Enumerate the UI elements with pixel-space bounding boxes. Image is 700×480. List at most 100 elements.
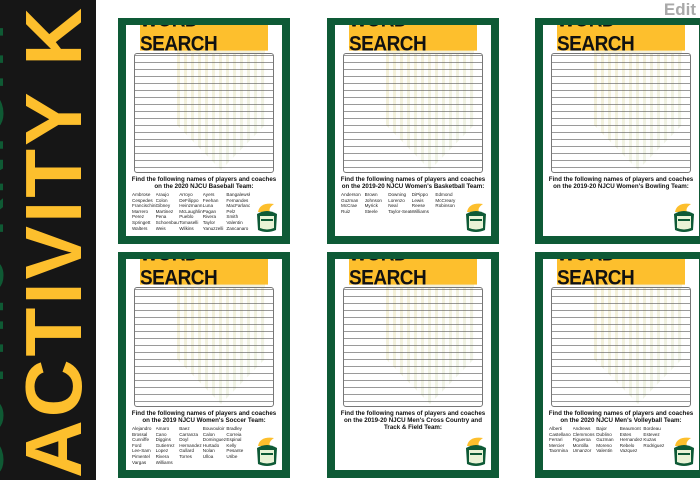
name-item: Vazquez: [619, 448, 638, 454]
name-item: Araujo: [155, 192, 169, 197]
banner-title: ACTIVITY KIT: [9, 0, 96, 478]
card-footer: Find the following names of players and …: [547, 176, 695, 192]
word-search-card[interactable]: WORD SEARCH Find the following names of …: [327, 18, 499, 244]
knight-logo-icon: [671, 436, 697, 468]
word-search-card[interactable]: WORD SEARCH Find the following names of …: [118, 18, 290, 244]
name-item: Rodriguez: [643, 442, 665, 448]
name-item: Bouvouloir: [202, 426, 225, 431]
card-title: WORD SEARCH: [557, 25, 685, 56]
name-item: Pelz: [226, 208, 236, 214]
name-item: Tomaselli: [179, 219, 199, 225]
name-item: DeFilippo: [179, 197, 199, 203]
name-item: Bordeau: [643, 426, 661, 431]
name-item: Rebelo: [619, 442, 635, 448]
name-item: Pimentel: [132, 453, 150, 459]
name-item: Correia: [226, 431, 242, 437]
name-item: Uribe: [226, 453, 238, 459]
name-item: Ayers: [202, 192, 215, 197]
knight-logo-icon: [671, 202, 697, 234]
name-item: Castellano: [549, 431, 571, 437]
card-title: WORD SEARCH: [349, 259, 477, 290]
name-list: Anderson Brown Downing DiPippo Edmond Guzman J…: [341, 192, 459, 214]
name-item: Springett: [132, 219, 151, 225]
name-item: Carranza: [179, 431, 199, 437]
word-search-card[interactable]: WORD SEARCH Find the following names of …: [327, 252, 499, 478]
activity-kit-banner: GOTHIC KNIGHT ACTIVITY KIT: [0, 0, 96, 480]
name-item: Moreno: [596, 442, 612, 448]
name-item: MacFarland: [226, 203, 250, 209]
name-item: Ferrari: [549, 437, 563, 443]
word-search-card[interactable]: WORD SEARCH Find the following names of …: [535, 18, 700, 244]
letter-grid: [551, 53, 691, 173]
name-item: Nolan: [202, 448, 215, 454]
name-item: McCrae: [341, 203, 358, 209]
name-item: Vargas: [132, 459, 147, 465]
card-footer: Find the following names of players and …: [130, 176, 278, 231]
name-item: McLaughlin: [179, 208, 203, 214]
name-item: Estevez: [643, 431, 660, 437]
card-caption: Find the following names of players and …: [548, 176, 694, 190]
name-item: Mercier: [549, 442, 565, 448]
name-item: Andrews: [572, 426, 591, 431]
name-item: Arroyo: [179, 192, 193, 197]
name-item: Lewis: [411, 197, 424, 203]
word-search-card[interactable]: WORD SEARCH Find the following names of …: [118, 252, 290, 478]
card-caption: Find the following names of players and …: [340, 410, 486, 431]
name-item: Gibney: [155, 203, 171, 209]
name-item: Baez: [179, 426, 190, 431]
name-item: Guzman: [596, 437, 614, 443]
knight-logo-icon: [254, 436, 280, 468]
name-list: Ambrose Araujo Arroyo Ayers Bangalewski Cespe…: [132, 192, 250, 231]
name-item: Bangalewski: [226, 192, 250, 197]
card-caption: Find the following names of players and …: [548, 410, 694, 424]
name-item: Anderson: [341, 192, 361, 197]
name-item: Gullard: [179, 448, 194, 454]
name-item: Kelly: [226, 442, 237, 448]
name-item: Alejandro: [132, 426, 152, 431]
name-item: Martinez: [155, 208, 174, 214]
name-item: Pesante: [226, 448, 244, 454]
name-item: Taylor-Seaton: [388, 208, 412, 214]
name-item: Taormina: [549, 448, 568, 454]
name-item: Zancanaro: [226, 225, 249, 231]
name-item: Cunniffe: [132, 437, 150, 443]
card-title: WORD SEARCH: [140, 25, 268, 56]
name-item: Clemmons: [572, 431, 595, 437]
name-item: Neal: [388, 203, 398, 209]
name-item: Lee-Sam: [132, 448, 151, 454]
name-item: Edmond: [435, 192, 453, 197]
knight-logo-icon: [254, 202, 280, 234]
card-page: WORD SEARCH Find the following names of …: [543, 259, 699, 470]
name-item: Lorenzo: [388, 197, 405, 203]
name-item: Yanuzzelli: [202, 225, 224, 231]
name-item: Marrero: [132, 208, 149, 214]
name-item: Hurtado: [202, 442, 220, 448]
name-item: Luna: [202, 203, 214, 209]
edit-button[interactable]: Edit: [663, 0, 696, 19]
card-footer: Find the following names of players and …: [339, 410, 487, 433]
word-search-card[interactable]: WORD SEARCH Find the following names of …: [535, 252, 700, 478]
name-item: Valentin: [226, 219, 243, 225]
card-footer: Find the following names of players and …: [547, 410, 695, 454]
name-item: Lopez: [155, 448, 169, 454]
card-title: WORD SEARCH: [349, 25, 477, 56]
name-list: Alberti Andrews Bajor Beaumont Bordeau Castel…: [549, 426, 667, 454]
name-item: Torres: [179, 453, 192, 459]
card-page: WORD SEARCH Find the following names of …: [126, 259, 282, 470]
name-item: Taylor: [202, 219, 216, 225]
name-item: Smith: [226, 214, 239, 220]
name-item: Bajor: [596, 426, 607, 431]
card-footer: Find the following names of players and …: [339, 176, 487, 214]
name-item: Pueblo: [179, 214, 194, 220]
name-item: Heinzmann: [179, 203, 203, 209]
name-item: Williams: [411, 208, 429, 214]
name-item: Ruiz: [341, 208, 351, 214]
name-item: Downing: [388, 192, 407, 197]
name-item: Bradley: [226, 426, 242, 431]
name-item: Dublino: [596, 431, 612, 437]
name-item: Ford: [132, 442, 142, 448]
card-footer: Find the following names of players and …: [130, 410, 278, 465]
name-item: Umanzor: [572, 448, 592, 454]
name-item: Ambrose: [132, 192, 151, 197]
name-item: Amaro: [155, 426, 170, 431]
